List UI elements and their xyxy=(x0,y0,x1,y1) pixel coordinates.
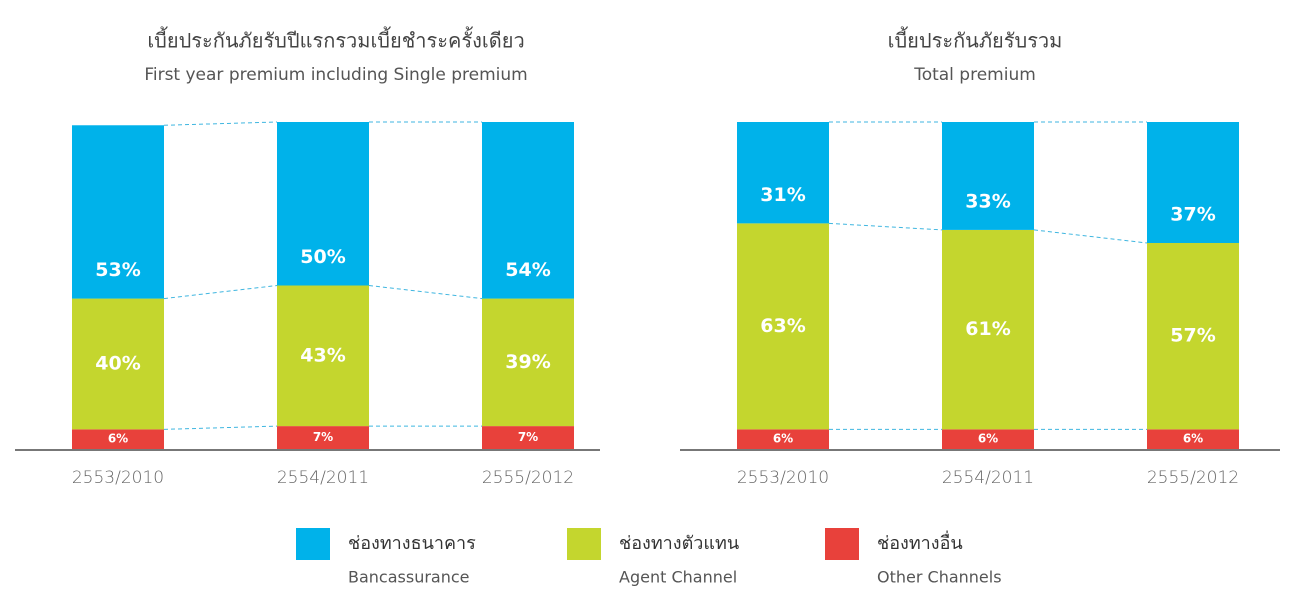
chart-title: เบี้ยประกันภัยรับปีแรกรวมเบี้ยชำระครั้งเ… xyxy=(147,27,524,53)
bar-segment xyxy=(72,298,164,430)
bar-segment xyxy=(72,429,164,449)
legend-swatch xyxy=(296,528,330,560)
bar-segment xyxy=(482,122,574,299)
value-label: 57% xyxy=(1170,325,1215,347)
bar-segment xyxy=(277,285,369,427)
value-label: 6% xyxy=(108,432,128,446)
legend-sublabel: Agent Channel xyxy=(619,568,737,587)
legend-sublabel: Bancassurance xyxy=(348,568,470,587)
value-label: 6% xyxy=(1183,432,1203,446)
value-label: 63% xyxy=(760,315,805,337)
legend-label: ช่องทางอื่น xyxy=(877,530,963,554)
x-tick-label: 2555/2012 xyxy=(1147,468,1239,488)
connector xyxy=(368,285,483,300)
x-tick-label: 2553/2010 xyxy=(737,468,829,488)
value-label: 7% xyxy=(313,430,333,444)
bar-segment xyxy=(1147,122,1239,243)
legend-label: ช่องทางตัวแทน xyxy=(619,533,739,554)
legend-sublabel: Other Channels xyxy=(877,568,1002,587)
bar-segment xyxy=(737,122,829,224)
connector xyxy=(163,285,278,300)
chart-subtitle: Total premium xyxy=(913,65,1036,85)
connector xyxy=(1033,229,1148,244)
connector xyxy=(163,425,278,430)
value-label: 7% xyxy=(518,430,538,444)
value-label: 31% xyxy=(760,184,805,206)
bar-segment xyxy=(1147,242,1239,430)
value-label: 6% xyxy=(978,432,998,446)
bar-segment xyxy=(1147,429,1239,449)
value-label: 43% xyxy=(300,344,345,366)
value-label: 53% xyxy=(95,259,140,281)
chart-subtitle: First year premium including Single prem… xyxy=(144,65,527,85)
legend-swatch xyxy=(825,528,859,560)
value-label: 37% xyxy=(1170,203,1215,225)
chart-title: เบี้ยประกันภัยรับรวม xyxy=(888,27,1063,53)
bar-segment xyxy=(942,122,1034,230)
bar-segment xyxy=(482,298,574,427)
connector xyxy=(828,222,943,231)
value-label: 50% xyxy=(300,246,345,268)
x-tick-label: 2553/2010 xyxy=(72,468,164,488)
bar-segment xyxy=(72,125,164,299)
value-label: 33% xyxy=(965,190,1010,212)
value-label: 54% xyxy=(505,259,550,281)
legend-label: ช่องทางธนาคาร xyxy=(348,533,476,554)
legend-swatch xyxy=(567,528,601,560)
value-label: 61% xyxy=(965,318,1010,340)
x-tick-label: 2555/2012 xyxy=(482,468,574,488)
bar-segment xyxy=(737,223,829,430)
bar-segment xyxy=(737,429,829,449)
bar-segment xyxy=(482,426,574,449)
connector xyxy=(163,121,278,126)
x-tick-label: 2554/2011 xyxy=(277,468,369,488)
bar-segment xyxy=(942,229,1034,430)
value-label: 40% xyxy=(95,352,140,374)
x-tick-label: 2554/2011 xyxy=(942,468,1034,488)
bar-segment xyxy=(277,122,369,286)
value-label: 6% xyxy=(773,432,793,446)
bar-segment xyxy=(277,426,369,449)
bar-segment xyxy=(942,429,1034,449)
value-label: 39% xyxy=(505,351,550,373)
